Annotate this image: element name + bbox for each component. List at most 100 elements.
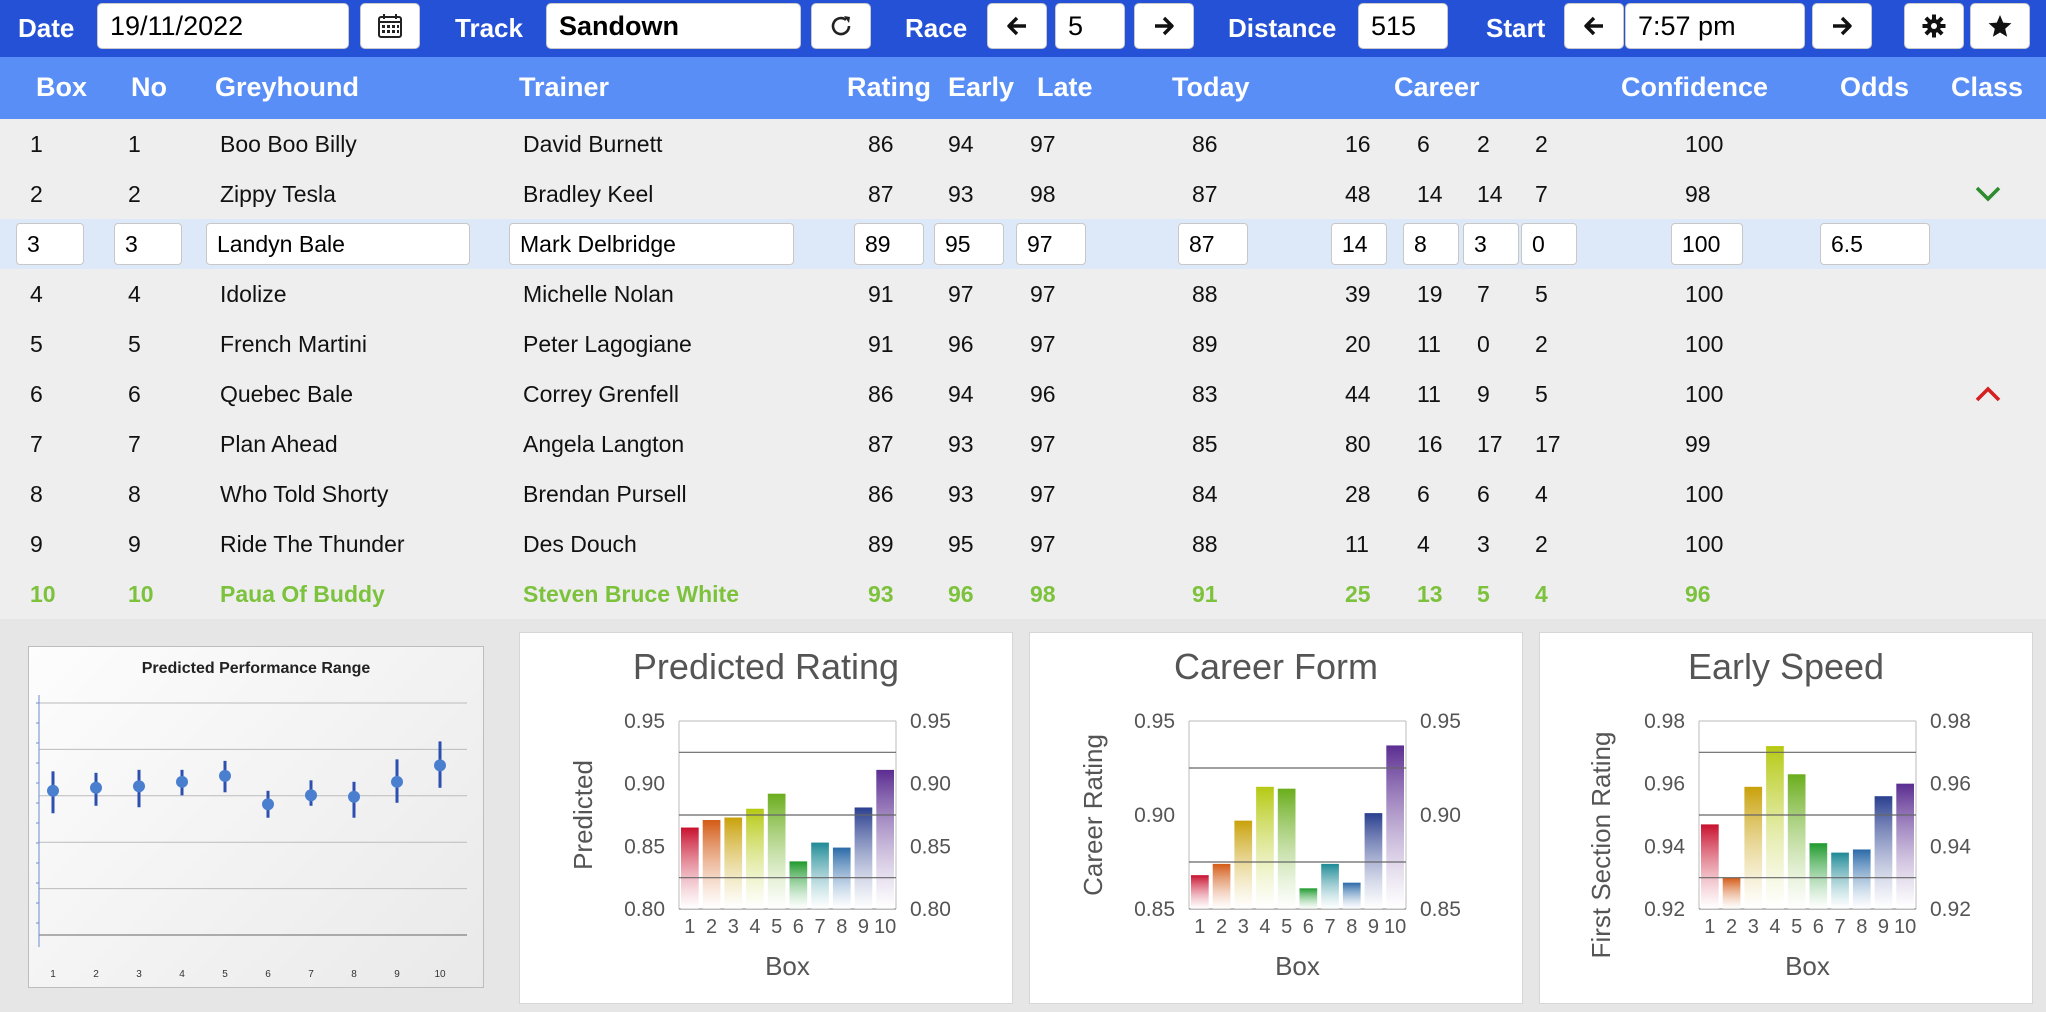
bar (1787, 774, 1806, 909)
c4-cell: 17 (1535, 431, 1561, 457)
early-cell: 94 (948, 381, 974, 407)
table-row[interactable]: 7 7 Plan Ahead Angela Langton 87 93 97 85 80 16 17… (0, 419, 2046, 469)
settings-button[interactable] (1904, 3, 1964, 49)
refresh-button[interactable] (811, 3, 871, 49)
col-header-late[interactable]: Late (1037, 72, 1093, 102)
rating-cell: 87 (868, 181, 894, 207)
table-row[interactable]: 10 10 Paua Of Buddy Steven Bruce White 93 96 9… (0, 569, 2046, 619)
today-cell: 88 (1192, 531, 1218, 557)
y-tick-label: 0.85 (910, 835, 951, 858)
today-cell: 89 (1192, 331, 1218, 357)
c2-cell: 6 (1417, 131, 1430, 157)
y-axis-label: Predicted (568, 760, 598, 870)
col-header-trainer[interactable]: Trainer (519, 72, 610, 102)
no-cell: 10 (128, 581, 154, 607)
trainer-field[interactable]: Mark Delbridge (509, 223, 794, 265)
early-field[interactable]: 95 (934, 223, 1004, 265)
col-header-box[interactable]: Box (36, 72, 88, 102)
odds-field[interactable]: 6.5 (1820, 223, 1930, 265)
bar (1191, 875, 1209, 909)
greyhound-cell: French Martini (220, 331, 367, 357)
y-tick-label: 0.94 (1644, 835, 1685, 858)
col-header-confidence[interactable]: Confidence (1621, 72, 1769, 102)
c1-field[interactable]: 14 (1331, 223, 1387, 265)
race-next-button[interactable] (1134, 3, 1194, 49)
confidence-cell: 98 (1685, 181, 1711, 207)
start-prev-button[interactable] (1564, 3, 1624, 49)
date-label: Date (18, 13, 75, 43)
runner-table: 1 1 Boo Boo Billy David Burnett 86 94 97 86 16 6 2… (0, 119, 2046, 619)
c3-field[interactable]: 3 (1463, 223, 1519, 265)
start-time-input[interactable]: 7:57 pm (1625, 3, 1805, 49)
early-cell: 95 (948, 531, 974, 557)
greyhound-field[interactable]: Landyn Bale (206, 223, 470, 265)
late-cell: 97 (1030, 331, 1056, 357)
box-field[interactable]: 3 (16, 223, 84, 265)
rating-field[interactable]: 89 (854, 223, 924, 265)
c3-cell: 14 (1477, 181, 1503, 207)
late-field[interactable]: 97 (1016, 223, 1086, 265)
date-input[interactable]: 19/11/2022 (97, 3, 349, 49)
table-row[interactable]: 2 2 Zippy Tesla Bradley Keel 87 93 98 87 48 14 14 7… (0, 169, 2046, 219)
c4-cell: 5 (1535, 281, 1548, 307)
table-row[interactable]: 3 3 Landyn Bale Mark Delbridge 89 95 97 87 14 8 3 0… (0, 219, 2046, 269)
today-cell: 91 (1192, 581, 1218, 607)
bar (1212, 863, 1231, 909)
race-prev-button[interactable] (987, 3, 1047, 49)
c4-field[interactable]: 0 (1521, 223, 1577, 265)
table-row[interactable]: 8 8 Who Told Shorty Brendan Pursell 86 93 97 84… (0, 469, 2046, 519)
y-tick-label: 0.98 (1930, 710, 1971, 733)
no-cell: 6 (128, 381, 141, 407)
no-cell: 9 (128, 531, 141, 557)
favourite-button[interactable] (1970, 3, 2030, 49)
x-tick-label: 10 (1894, 916, 1916, 938)
today-cell: 84 (1192, 481, 1218, 507)
col-header-career[interactable]: Career (1394, 72, 1480, 102)
early-cell: 93 (948, 431, 974, 457)
col-header-today[interactable]: Today (1172, 72, 1250, 102)
track-input[interactable]: Sandown (546, 3, 801, 49)
y-tick-label: 0.96 (1930, 773, 1971, 796)
x-tick-label: 4 (1769, 916, 1780, 938)
today-cell: 86 (1192, 131, 1218, 157)
col-header-class[interactable]: Class (1951, 72, 2024, 102)
rating-cell: 91 (868, 281, 894, 307)
late-cell: 97 (1030, 131, 1056, 157)
calendar-button[interactable] (360, 3, 420, 49)
chart-title: Career Form (1173, 646, 1379, 687)
table-row[interactable]: 5 5 French Martini Peter Lagogiane 91 96 97 89 2… (0, 319, 2046, 369)
c2-cell: 13 (1417, 581, 1443, 607)
start-next-button[interactable] (1812, 3, 1872, 49)
no-field[interactable]: 3 (114, 223, 182, 265)
rating-cell: 87 (868, 431, 894, 457)
col-header-odds[interactable]: Odds (1840, 72, 1910, 102)
rating-cell: 89 (868, 531, 894, 557)
arrow-right-icon (1155, 16, 1174, 36)
bar (1831, 852, 1849, 909)
track-label: Track (455, 13, 523, 43)
race-input[interactable]: 5 (1055, 3, 1125, 49)
chart-title: Predicted Rating (632, 646, 900, 687)
bar (1809, 843, 1828, 909)
col-header-rating[interactable]: Rating (847, 72, 931, 102)
col-header-greyhound[interactable]: Greyhound (215, 72, 360, 102)
col-header-early[interactable]: Early (948, 72, 1015, 102)
table-row[interactable]: 6 6 Quebec Bale Correy Grenfell 86 94 96 83 44 11… (0, 369, 2046, 419)
c2-field[interactable]: 8 (1403, 223, 1459, 265)
today-field[interactable]: 87 (1178, 223, 1248, 265)
x-tick-label: 3 (728, 916, 739, 938)
early-cell: 96 (948, 581, 974, 607)
bar (1386, 745, 1404, 909)
table-row[interactable]: 1 1 Boo Boo Billy David Burnett 86 94 97 86 16 6 2… (0, 119, 2046, 169)
table-row[interactable]: 9 9 Ride The Thunder Des Douch 89 95 97 88 11 4 3 2… (0, 519, 2046, 569)
rating-cell: 93 (868, 581, 894, 607)
x-tick-label: 3 (1748, 916, 1759, 938)
table-row[interactable]: 4 4 Idolize Michelle Nolan 91 97 97 88 39 19 7 5 100 (0, 269, 2046, 319)
distance-input[interactable]: 515 (1358, 3, 1448, 49)
confidence-field[interactable]: 100 (1671, 223, 1743, 265)
y-tick-label: 0.90 (910, 773, 951, 796)
col-header-no[interactable]: No (131, 72, 167, 102)
y-axis-label: Career Rating (1078, 734, 1108, 896)
confidence-cell: 100 (1685, 531, 1724, 557)
bar (789, 861, 808, 909)
